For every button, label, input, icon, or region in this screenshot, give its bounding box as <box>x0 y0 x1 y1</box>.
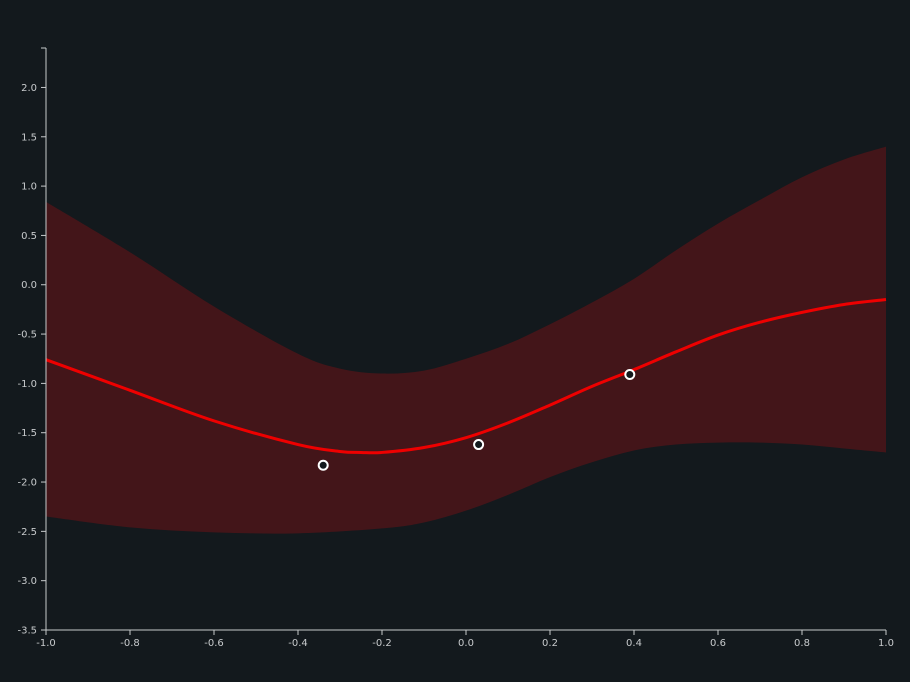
x-tick-label: 1.0 <box>878 638 894 649</box>
y-tick-label: 0.0 <box>21 280 37 291</box>
observation-point <box>317 459 329 471</box>
x-tick-label: -0.6 <box>204 638 224 649</box>
mean-line <box>45 298 887 455</box>
confidence-band <box>46 146 886 534</box>
x-tick-label: -1.0 <box>36 638 56 649</box>
x-tick-label: -0.4 <box>288 638 308 649</box>
confidence-band-layer <box>46 146 886 534</box>
y-tick-label: -3.0 <box>17 576 37 587</box>
y-tick-label: 1.5 <box>21 132 37 143</box>
x-tick-label: 0.0 <box>458 638 474 649</box>
y-tick-label: -2.0 <box>17 478 37 489</box>
y-tick-label: 0.5 <box>21 231 37 242</box>
x-tick-label: 0.2 <box>542 638 558 649</box>
observation-points-layer <box>317 369 636 471</box>
x-tick-label: -0.2 <box>372 638 392 649</box>
x-tick-label: 0.8 <box>794 638 810 649</box>
observation-point <box>473 439 485 451</box>
y-tick-label: -1.0 <box>17 379 37 390</box>
observation-point <box>624 369 636 381</box>
axes-layer: -3.5 -3.0 -2.5 -2.0 -1.5 -1.0 -0.5 0.0 0.5 1.0 1.5… <box>17 47 894 649</box>
y-tick-label: -2.5 <box>17 527 37 538</box>
y-tick-label: 1.0 <box>21 182 37 193</box>
y-tick-label: -1.5 <box>17 428 37 439</box>
x-tick-label: -0.8 <box>120 638 140 649</box>
mean-line-layer <box>45 298 887 455</box>
y-tick-label: -0.5 <box>17 330 37 341</box>
y-tick-label: 2.0 <box>21 83 37 94</box>
x-tick-label: 0.6 <box>710 638 726 649</box>
y-tick-label: -3.5 <box>17 626 37 637</box>
x-tick-label: 0.4 <box>626 638 642 649</box>
